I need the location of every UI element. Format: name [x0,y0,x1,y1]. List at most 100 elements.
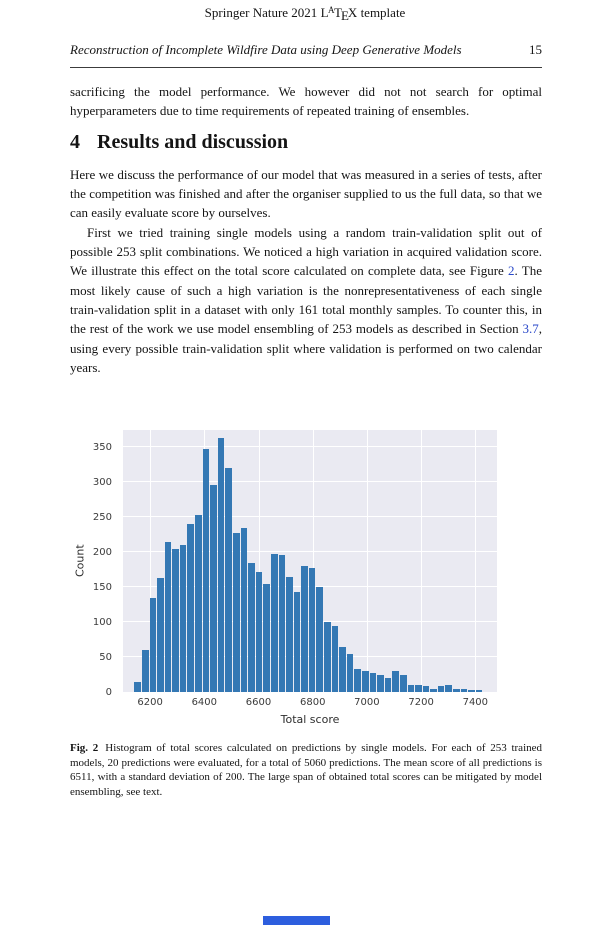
template-header: Springer Nature 2021 LATEX template [0,5,610,24]
latex-logo-e: E [340,8,349,23]
histogram-bar [179,545,187,692]
section-number: 4 [70,130,80,153]
histogram-bar [164,541,172,692]
latex-logo-a: A [328,5,335,15]
histogram-bar [445,685,453,692]
histogram-bar [415,685,422,692]
histogram-bar [430,688,437,692]
histogram-bar [157,578,164,692]
x-tick-label: 6600 [245,697,272,708]
histogram-bar [316,587,324,692]
paragraph-3-seg2: , using every possible train-validation … [70,321,542,375]
latex-logo-l: L [320,5,329,20]
x-axis-ticks: 6200 6400 6600 6800 7000 7200 7400 [123,697,497,711]
histogram-bar [475,689,483,692]
histogram-bar [468,689,475,692]
y-tick-label: 350 [92,442,112,454]
figure-caption-text: Histogram of total scores calculated on … [70,742,543,798]
y-tick-label: 50 [99,652,112,664]
paragraph-3-seg1: . The most likely cause of such a high v… [70,263,542,337]
plot-area [123,430,497,692]
paragraph-3: First we tried training single models us… [70,223,542,377]
histogram-bar [217,438,225,692]
x-gridline [475,430,477,692]
histogram-bar [361,671,369,692]
histogram-bar [377,674,384,692]
latex-logo-x: X [347,5,358,20]
histogram-bar [422,686,430,692]
histogram-bar [437,686,445,692]
histogram-bar [255,571,263,692]
histogram-bar [407,685,415,692]
histogram-bar [202,448,210,692]
paragraph-2: Here we discuss the performance of our m… [70,166,542,221]
figure-caption: Fig. 2 Histogram of total scores calculat… [70,741,542,799]
histogram-bar [324,622,331,692]
y-gridline [123,446,497,448]
histogram-bar [149,597,157,692]
y-tick-label: 100 [92,617,112,629]
histogram-bar [270,554,278,692]
y-gridline [123,551,497,553]
histogram-bar [134,681,141,692]
histogram-bar [392,671,399,692]
histogram-bar [187,524,195,692]
x-tick-label: 6400 [191,697,218,708]
y-tick-label: 250 [92,512,112,524]
footer-blue-bar [263,916,330,925]
histogram-bar [453,688,460,692]
histogram-bar [225,468,232,692]
histogram-bar [354,668,361,692]
histogram-bar [210,484,217,692]
x-gridline [312,430,314,692]
histogram-bar [278,555,286,692]
histogram-bar [248,562,255,692]
latex-logo-t: T [334,5,342,20]
x-axis-label: Total score [280,713,340,726]
section-3-7-reference-link[interactable]: 3.7 [522,321,539,337]
histogram-bar [232,532,240,692]
x-tick-label: 7400 [462,697,489,708]
y-axis-ticks: 0 50 100 150 200 250 300 350 [67,430,119,698]
histogram-bar [346,653,354,692]
y-tick-label: 300 [92,477,112,489]
header-text-pre: Springer Nature 2021 [204,5,321,20]
histogram-bar [263,583,270,692]
x-gridline [366,430,368,692]
histogram-bar [195,515,202,692]
x-gridline [421,430,423,692]
histogram-bar [308,568,316,692]
paragraph-3-seg0: First we tried training single models us… [70,224,542,279]
x-gridline [258,430,260,692]
histogram-bar [339,646,346,692]
x-tick-label: 6200 [137,697,163,708]
histogram-bar [172,548,179,692]
x-tick-label: 6800 [299,697,326,708]
y-gridline [123,481,497,483]
histogram-bar [301,566,308,692]
running-head: Reconstruction of Incomplete Wildfire Da… [70,42,542,68]
y-gridline [123,516,497,518]
histogram-bar [384,678,392,692]
page-number: 15 [529,42,542,57]
histogram-bar [141,650,149,692]
y-tick-label: 0 [105,687,112,698]
histogram-bar [331,625,339,692]
running-head-title: Reconstruction of Incomplete Wildfire Da… [70,42,462,57]
y-tick-label: 200 [92,547,112,559]
x-tick-label: 7200 [408,697,434,708]
section-title: Results and discussion [97,130,289,153]
body-text: sacrificing the model performance. We ho… [70,82,542,377]
section-heading: 4 Results and discussion [70,130,542,153]
histogram-bar [286,576,293,692]
figure-2-reference-link[interactable]: 2 [508,263,515,279]
histogram-bar [399,674,407,692]
header-text-post: template [357,5,406,20]
histogram-bar [369,673,377,692]
histogram-bar [460,688,468,692]
x-tick-label: 7000 [354,697,380,708]
paragraph-1: sacrificing the model performance. We ho… [70,84,542,119]
histogram-bar [240,527,248,692]
figure-caption-label: Fig. 2 [70,742,99,754]
